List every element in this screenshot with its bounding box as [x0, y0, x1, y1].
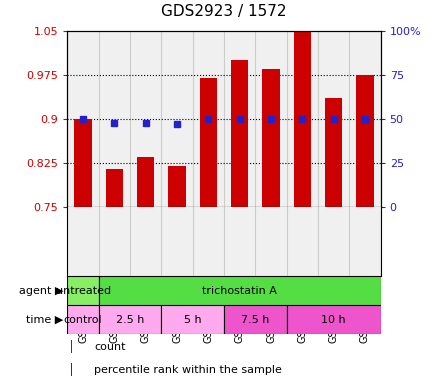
Bar — [286, 305, 380, 334]
Bar — [230, 60, 248, 207]
Bar — [67, 276, 99, 305]
Text: 10 h: 10 h — [321, 314, 345, 325]
Bar — [67, 305, 99, 334]
Bar — [74, 119, 92, 207]
Text: percentile rank within the sample: percentile rank within the sample — [94, 365, 281, 375]
Bar — [262, 69, 279, 207]
Bar — [355, 75, 373, 207]
Bar — [199, 78, 217, 207]
Bar — [99, 305, 161, 334]
Text: untreated: untreated — [56, 286, 110, 296]
Text: agent ▶: agent ▶ — [19, 286, 63, 296]
Text: 7.5 h: 7.5 h — [240, 314, 269, 325]
Bar — [70, 339, 72, 353]
Bar — [324, 98, 342, 207]
Bar — [105, 169, 123, 207]
Text: control: control — [64, 314, 102, 325]
Text: time ▶: time ▶ — [26, 314, 63, 325]
Bar — [161, 305, 224, 334]
Text: trichostatin A: trichostatin A — [202, 286, 276, 296]
Bar — [224, 305, 286, 334]
Text: 2.5 h: 2.5 h — [115, 314, 144, 325]
Bar — [293, 31, 310, 207]
Text: GDS2923 / 1572: GDS2923 / 1572 — [161, 4, 286, 19]
Bar — [168, 166, 185, 207]
Text: count: count — [94, 342, 125, 352]
Text: 5 h: 5 h — [184, 314, 201, 325]
Bar — [70, 362, 72, 376]
Bar — [137, 157, 154, 207]
